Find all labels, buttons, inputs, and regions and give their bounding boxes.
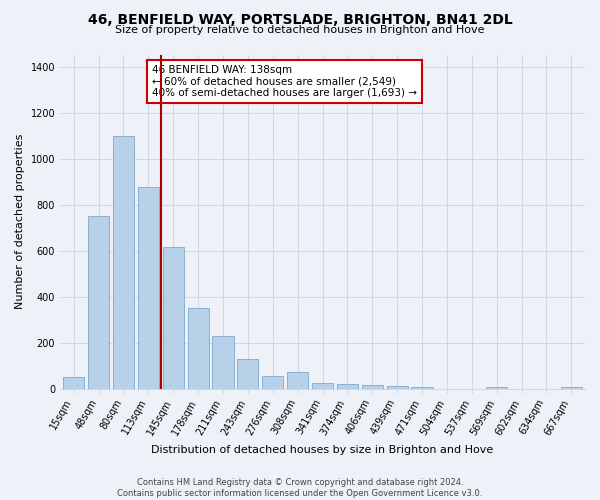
Bar xyxy=(386,386,408,388)
Text: 46, BENFIELD WAY, PORTSLADE, BRIGHTON, BN41 2DL: 46, BENFIELD WAY, PORTSLADE, BRIGHTON, B… xyxy=(88,12,512,26)
Bar xyxy=(212,336,233,388)
Bar xyxy=(362,385,383,388)
Text: Contains HM Land Registry data © Crown copyright and database right 2024.
Contai: Contains HM Land Registry data © Crown c… xyxy=(118,478,482,498)
Bar xyxy=(138,188,159,388)
Bar xyxy=(163,247,184,388)
Bar xyxy=(63,377,84,388)
Bar xyxy=(337,384,358,388)
Bar xyxy=(561,386,582,388)
Bar xyxy=(238,358,259,388)
Y-axis label: Number of detached properties: Number of detached properties xyxy=(15,134,25,310)
Text: Size of property relative to detached houses in Brighton and Hove: Size of property relative to detached ho… xyxy=(115,25,485,35)
Text: 46 BENFIELD WAY: 138sqm
← 60% of detached houses are smaller (2,549)
40% of semi: 46 BENFIELD WAY: 138sqm ← 60% of detache… xyxy=(152,65,417,98)
Bar xyxy=(486,386,507,388)
Bar xyxy=(113,136,134,388)
X-axis label: Distribution of detached houses by size in Brighton and Hove: Distribution of detached houses by size … xyxy=(151,445,494,455)
Bar xyxy=(312,384,333,388)
Bar xyxy=(188,308,209,388)
Bar xyxy=(88,216,109,388)
Bar xyxy=(262,376,283,388)
Bar xyxy=(287,372,308,388)
